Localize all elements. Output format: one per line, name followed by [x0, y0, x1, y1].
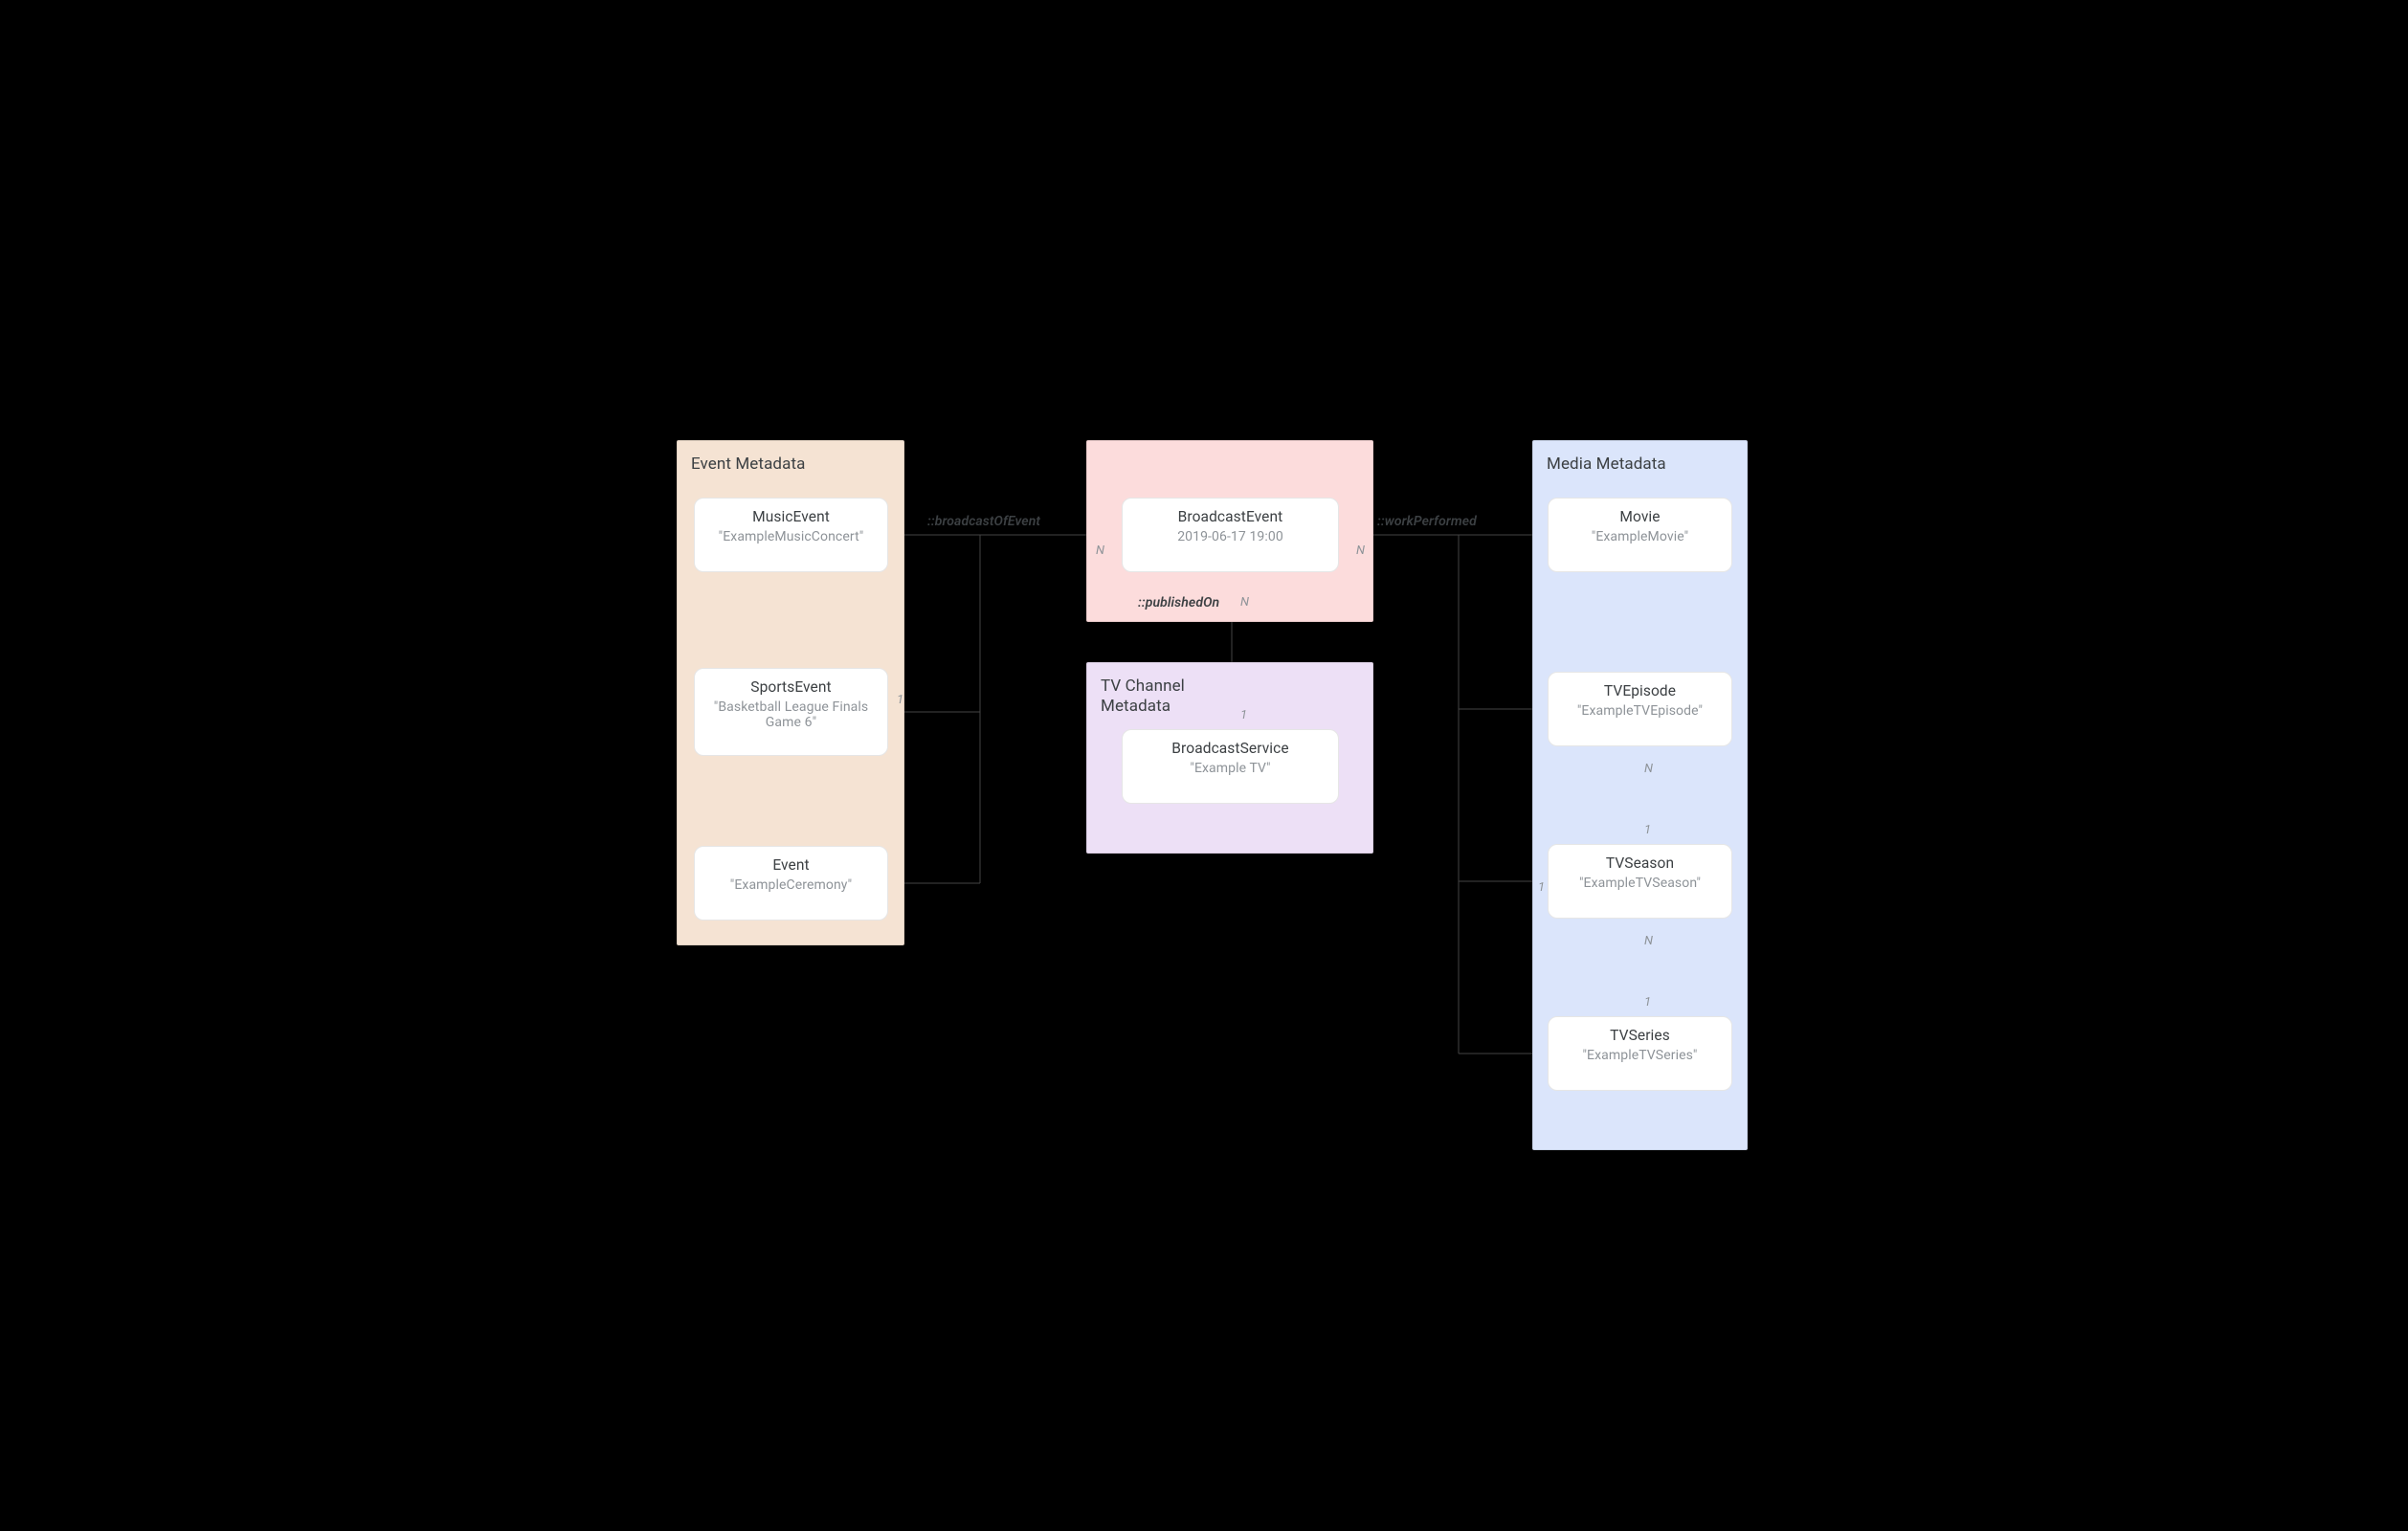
- cardinality-label: 1: [1538, 880, 1545, 895]
- node-subtitle: "ExampleMovie": [1560, 529, 1720, 544]
- cardinality-label: N: [1240, 595, 1249, 610]
- cardinality-label: 1: [897, 693, 903, 707]
- node-music-event: MusicEvent "ExampleMusicConcert": [694, 498, 888, 572]
- node-title: TVSeason: [1560, 854, 1720, 872]
- node-subtitle: "ExampleTVSeries": [1560, 1048, 1720, 1063]
- node-title: BroadcastService: [1134, 740, 1327, 757]
- node-subtitle: "Example TV": [1134, 761, 1327, 776]
- node-subtitle: "ExampleMusicConcert": [706, 529, 876, 544]
- node-title: TVEpisode: [1560, 682, 1720, 699]
- node-title: Event: [706, 856, 876, 874]
- node-tv-episode: TVEpisode "ExampleTVEpisode": [1548, 672, 1732, 746]
- cardinality-label: 1: [1240, 708, 1247, 722]
- node-subtitle: "Basketball League Finals Game 6": [706, 699, 876, 730]
- group-title: Event Metadata: [691, 455, 890, 474]
- group-title: TV Channel Metadata: [1101, 677, 1215, 718]
- group-title: Media Metadata: [1547, 455, 1733, 474]
- node-subtitle: "ExampleTVSeason": [1560, 876, 1720, 891]
- node-movie: Movie "ExampleMovie": [1548, 498, 1732, 572]
- cardinality-label: N: [1356, 544, 1365, 558]
- node-sports-event: SportsEvent "Basketball League Finals Ga…: [694, 668, 888, 756]
- cardinality-label: N: [1096, 544, 1104, 558]
- edge-label-broadcast-of-event: ::broadcastOfEvent: [927, 514, 1040, 529]
- edge-label-work-performed: ::workPerformed: [1377, 514, 1477, 529]
- node-broadcast-event: BroadcastEvent 2019-06-17 19:00: [1122, 498, 1339, 572]
- node-tv-season: TVSeason "ExampleTVSeason": [1548, 844, 1732, 919]
- edge-label-published-on: ::publishedOn: [1138, 595, 1219, 610]
- cardinality-label: 1: [1644, 995, 1651, 1010]
- node-title: MusicEvent: [706, 508, 876, 525]
- node-subtitle: 2019-06-17 19:00: [1134, 529, 1327, 544]
- node-broadcast-service: BroadcastService "Example TV": [1122, 729, 1339, 804]
- node-subtitle: "ExampleTVEpisode": [1560, 703, 1720, 719]
- node-title: BroadcastEvent: [1134, 508, 1327, 525]
- node-subtitle: "ExampleCeremony": [706, 877, 876, 893]
- node-title: TVSeries: [1560, 1027, 1720, 1044]
- diagram-canvas: Event Metadata TV Channel Metadata Media…: [602, 383, 1806, 1148]
- cardinality-label: N: [1644, 762, 1653, 776]
- cardinality-label: N: [1644, 934, 1653, 948]
- cardinality-label: 1: [1644, 823, 1651, 837]
- node-title: Movie: [1560, 508, 1720, 525]
- node-title: SportsEvent: [706, 678, 876, 696]
- node-event: Event "ExampleCeremony": [694, 846, 888, 921]
- node-tv-series: TVSeries "ExampleTVSeries": [1548, 1016, 1732, 1091]
